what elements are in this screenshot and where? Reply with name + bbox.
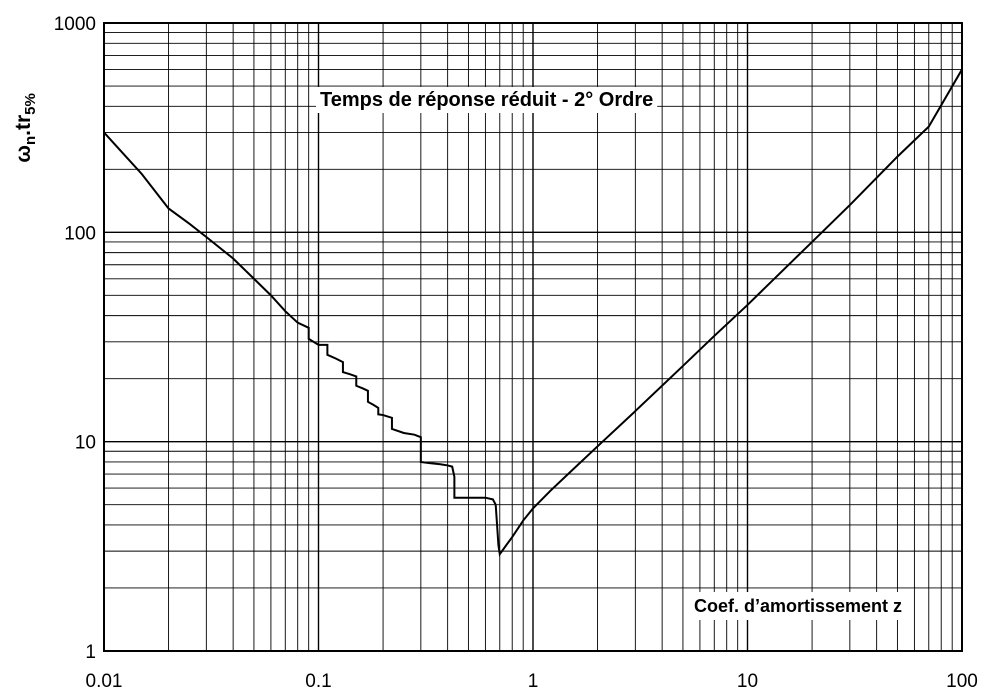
y-axis-label-tr: .tr xyxy=(12,115,35,136)
y-axis-label: ωn.tr5% xyxy=(12,93,39,163)
x-tick-label: 100 xyxy=(946,671,978,692)
y-axis-label-omega: ω xyxy=(12,145,35,163)
y-tick-label: 1000 xyxy=(54,14,96,35)
x-tick-labels: 0.01 0.1 1 10 100 xyxy=(86,671,978,692)
y-tick-label: 10 xyxy=(75,433,96,454)
x-tick-label: 10 xyxy=(737,671,758,692)
x-tick-label: 0.1 xyxy=(305,671,331,692)
x-tick-label: 1 xyxy=(528,671,539,692)
y-tick-label: 100 xyxy=(64,223,96,244)
xlabel-background xyxy=(688,592,909,620)
series-line xyxy=(103,68,963,557)
x-axis-label: Coef. d’amortissement z xyxy=(694,596,902,616)
y-axis-label-sub-n: n xyxy=(22,136,39,145)
y-tick-labels: 1 10 100 1000 xyxy=(54,14,96,663)
y-tick-label: 1 xyxy=(85,642,96,663)
chart-title: Temps de réponse réduit - 2° Ordre xyxy=(320,89,653,111)
title-background xyxy=(316,87,658,113)
x-tick-label: 0.01 xyxy=(86,671,123,692)
y-axis-label-sub-5pct: 5% xyxy=(22,93,39,115)
plot-frame xyxy=(103,22,963,652)
